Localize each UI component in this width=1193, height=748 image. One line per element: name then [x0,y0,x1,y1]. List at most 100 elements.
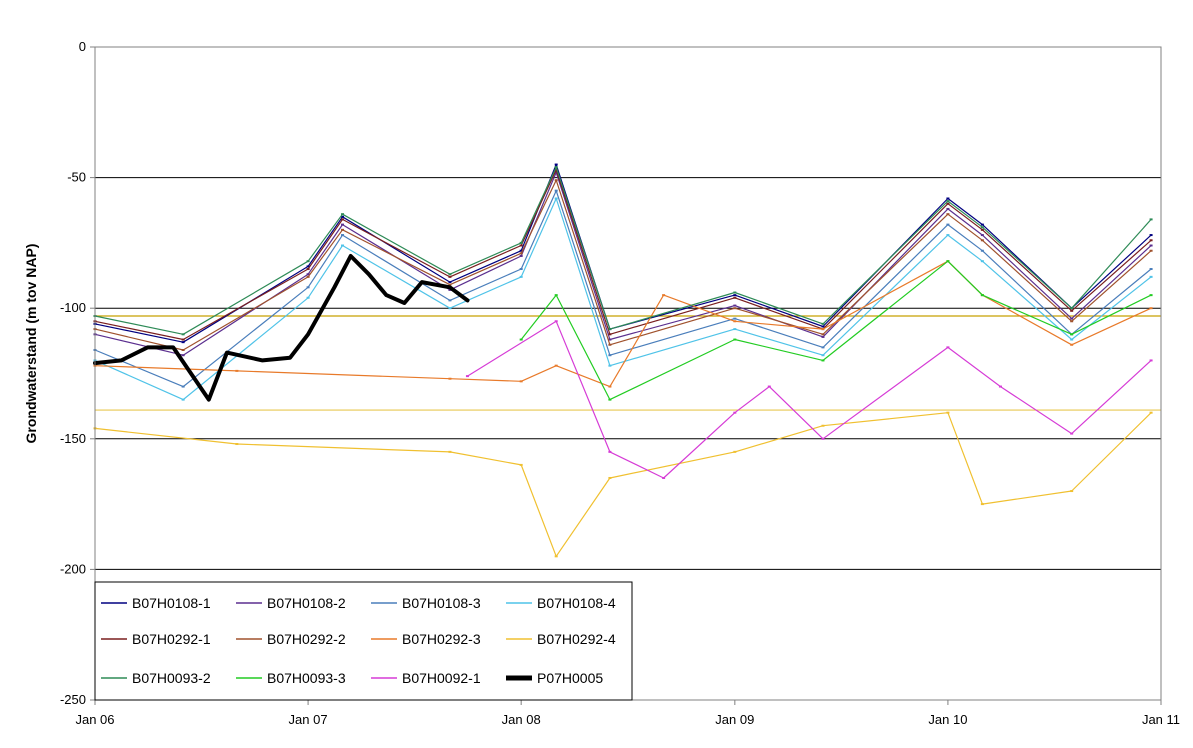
data-point [554,320,558,323]
data-point [946,234,950,237]
legend-label: B07H0292-1 [132,631,211,647]
data-point [608,364,612,367]
y-axis-ticks: 0 -50 -100 -150 -200 -250 [60,39,95,707]
data-point [767,385,771,388]
data-point [519,254,523,257]
legend-label: B07H0092-1 [402,670,481,686]
data-point [662,476,666,479]
series-line-b07h0093-2 [94,166,1152,335]
data-point [306,275,310,278]
data-point [519,338,523,341]
data-point [554,179,558,182]
data-point [1149,359,1153,362]
data-point [519,249,523,252]
data-point [946,202,950,205]
data-point [306,265,310,268]
data-point [1070,343,1074,346]
x-tick-label: Jan 11 [1142,712,1180,727]
data-point [181,354,185,357]
data-point [946,207,950,210]
data-point [1149,275,1153,278]
data-point [821,354,825,357]
legend-label: B07H0093-3 [267,670,346,686]
data-point [733,304,737,307]
data-point [341,213,345,216]
data-point [946,346,950,349]
data-point [608,476,612,479]
data-point [1149,218,1153,221]
data-point [946,200,950,203]
legend-label: B07H0292-3 [402,631,481,647]
data-point [519,268,523,271]
series-line-b07h0108-4 [94,197,1152,401]
legend-label: B07H0292-2 [267,631,346,647]
data-point [998,385,1002,388]
data-point [554,166,558,169]
data-point [554,555,558,558]
data-point [306,273,310,276]
data-point [733,296,737,299]
series-line-b07h0108-2 [94,171,1152,356]
data-point [341,223,345,226]
data-point [341,244,345,247]
data-point [1149,294,1153,297]
data-point [980,503,984,506]
data-point [980,260,984,263]
x-tick-label: Jan 09 [715,712,754,727]
data-point [519,275,523,278]
series-line-b07h0292-2 [94,179,1152,351]
data-point [980,234,984,237]
data-point [448,299,452,302]
data-point [821,437,825,440]
data-point [519,252,523,255]
data-point [980,226,984,229]
data-point [341,215,345,218]
data-point [306,268,310,271]
data-point [181,333,185,336]
data-point [1149,239,1153,242]
series-line-b07h0092-1 [466,320,1152,479]
data-point [448,450,452,453]
data-point [1070,490,1074,493]
legend: B07H0108-1 B07H0108-2 B07H0108-3 B07H0108-4… [94,581,633,701]
data-point [181,398,185,401]
data-point [554,171,558,174]
legend-label: B07H0108-1 [132,595,211,611]
data-point [733,411,737,414]
data-point [554,168,558,171]
data-point [519,380,523,383]
data-point [448,273,452,276]
data-point [821,333,825,336]
data-point [608,333,612,336]
data-point [554,197,558,200]
data-point [733,307,737,310]
data-point [821,322,825,325]
data-point [733,294,737,297]
data-point [1070,333,1074,336]
data-point [821,325,825,328]
data-point [1149,244,1153,247]
data-point [554,163,558,166]
series-line-b07h0292-4 [94,412,1152,557]
data-point [946,197,950,200]
data-point [733,328,737,331]
data-point [608,328,612,331]
data-point [608,354,612,357]
legend-label: B07H0108-4 [537,595,616,611]
series-line-b07h0108-3 [94,190,1152,388]
data-point [448,377,452,380]
series-line-p07h0005 [93,254,470,402]
data-point [448,281,452,284]
data-point [821,424,825,427]
y-tick-label: -100 [60,300,86,315]
data-point [946,411,950,414]
data-point [821,346,825,349]
data-point [733,320,737,323]
data-point [980,294,984,297]
data-point [733,317,737,320]
data-point [306,286,310,289]
data-point [1149,268,1153,271]
data-point [341,228,345,231]
data-point [608,450,612,453]
